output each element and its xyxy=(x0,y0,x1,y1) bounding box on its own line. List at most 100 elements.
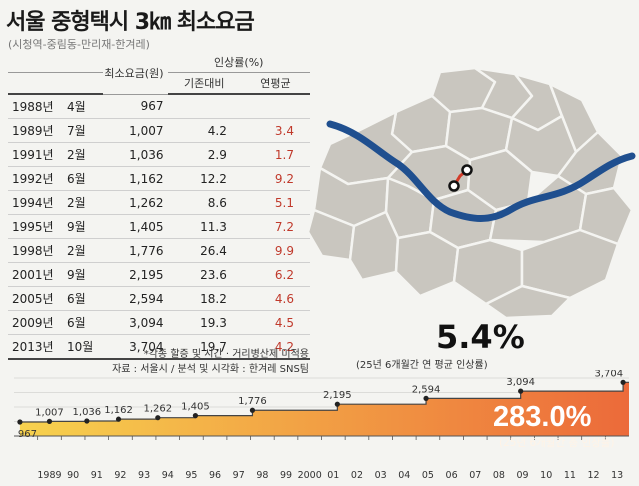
total-increase-caption: (25년 6개월간 총 인상률) xyxy=(499,437,615,449)
row-annual-rate xyxy=(240,94,310,119)
fare-point xyxy=(155,415,161,421)
col-header-annual: 연평균 xyxy=(240,72,310,95)
x-tick-label: 06 xyxy=(446,470,458,481)
x-tick-label: 91 xyxy=(91,470,103,481)
fare-point xyxy=(334,401,340,407)
row-month: 4월 xyxy=(67,94,103,119)
row-annual-rate: 6.2 xyxy=(240,262,310,287)
fare-point xyxy=(620,379,626,385)
row-fare: 2,594 xyxy=(102,286,168,311)
fare-point xyxy=(518,388,524,394)
row-base-rate: 12.2 xyxy=(167,166,241,191)
row-fare: 2,195 xyxy=(102,262,168,287)
col-header-fare: 최소요금(원) xyxy=(102,52,168,95)
x-tick-label: 97 xyxy=(233,470,245,481)
route-subtitle: (시청역-중림동-만리재-한겨레) xyxy=(8,38,150,51)
row-year: 1989년 xyxy=(8,118,68,143)
x-tick-label: 99 xyxy=(280,470,292,481)
fare-point xyxy=(84,418,90,424)
fare-point-label: 2,594 xyxy=(412,384,441,395)
route-end-marker xyxy=(448,180,460,192)
row-annual-rate: 4.6 xyxy=(240,286,310,311)
x-tick-label: 98 xyxy=(256,470,268,481)
fare-row: 1998년 2월 1,776 26.4 9.9 xyxy=(8,238,310,263)
row-annual-rate: 4.2 xyxy=(240,334,310,360)
x-tick-label: 90 xyxy=(67,470,79,481)
x-tick-label: 13 xyxy=(611,470,623,481)
row-annual-rate: 5.1 xyxy=(240,190,310,215)
note-source: 자료 : 서울시 / 분석 및 시각화 : 한겨레 SNS팀 xyxy=(112,364,309,375)
fare-point xyxy=(249,407,256,413)
fare-point xyxy=(17,419,23,425)
fare-point xyxy=(46,418,53,424)
row-year: 2001년 xyxy=(8,262,68,287)
row-base-rate: 18.2 xyxy=(167,286,241,311)
row-annual-rate: 9.9 xyxy=(240,238,310,263)
seoul-districts xyxy=(306,66,634,320)
fare-table: 최소요금(원) 인상률(%) 기존대비 연평균 1988년 4월 967 1989년 7… xyxy=(8,52,310,360)
fare-point xyxy=(115,416,122,422)
row-month: 6월 xyxy=(67,310,103,335)
row-year: 1991년 xyxy=(8,142,68,167)
row-year: 1995년 xyxy=(8,214,68,239)
row-year: 1992년 xyxy=(8,166,68,191)
row-fare: 1,776 xyxy=(102,238,168,263)
fare-row: 2009년 6월 3,094 19.3 4.5 xyxy=(8,310,310,335)
fare-row: 1994년 2월 1,262 8.6 5.1 xyxy=(8,190,310,215)
row-month: 9월 xyxy=(67,214,103,239)
row-fare: 1,036 xyxy=(102,142,168,167)
x-tick-label: 11 xyxy=(564,470,576,481)
annual-average-caption: (25년 6개월간 연 평균 인상률) xyxy=(356,360,488,371)
x-tick-label: 07 xyxy=(469,470,481,481)
row-annual-rate: 4.5 xyxy=(240,310,310,335)
x-tick-label: 10 xyxy=(540,470,552,481)
x-tick-label: 02 xyxy=(351,470,363,481)
row-annual-rate: 1.7 xyxy=(240,142,310,167)
row-base-rate: 23.6 xyxy=(167,262,241,287)
row-base-rate: 19.7 xyxy=(167,334,241,360)
fare-point xyxy=(192,413,199,419)
row-base-rate: 19.3 xyxy=(167,310,241,335)
fare-row: 2013년 10월 3,704 19.7 4.2 xyxy=(8,334,310,360)
fare-row: 2001년 9월 2,195 23.6 6.2 xyxy=(8,262,310,287)
x-axis-ticks: 1989 90 91 92 93 94 95 96 97 98 99 2000 01 02 03 04 05 06… xyxy=(37,436,623,481)
row-year: 1988년 xyxy=(8,94,68,119)
fare-point-label: 3,094 xyxy=(506,377,535,388)
fare-row: 2005년 6월 2,594 18.2 4.6 xyxy=(8,286,310,311)
fare-point-label: 1,007 xyxy=(35,407,64,418)
col-header-base: 기존대비 xyxy=(167,72,241,95)
x-tick-label: 95 xyxy=(185,470,197,481)
han-river xyxy=(326,120,636,222)
row-annual-rate: 3.4 xyxy=(240,118,310,143)
fare-row: 1988년 4월 967 xyxy=(8,94,310,119)
row-base-rate: 4.2 xyxy=(167,118,241,143)
row-fare: 1,262 xyxy=(102,190,168,215)
row-month: 2월 xyxy=(67,238,103,263)
fare-row: 1991년 2월 1,036 2.9 1.7 xyxy=(8,142,310,167)
x-tick-label: 1989 xyxy=(37,470,61,481)
seoul-map xyxy=(306,66,636,320)
row-fare: 1,162 xyxy=(102,166,168,191)
x-tick-label: 92 xyxy=(114,470,126,481)
row-month: 6월 xyxy=(67,166,103,191)
fare-points: 967 1,007 1,036 1,162 1,262 1,405 1,776 2,195 2,… xyxy=(17,370,626,440)
fare-table-body: 1988년 4월 967 1989년 7월 1,007 4.2 3.4 1991년 2월 1,036… xyxy=(8,94,310,360)
row-base-rate: 8.6 xyxy=(167,190,241,215)
x-tick-label: 93 xyxy=(138,470,150,481)
x-tick-label: 04 xyxy=(398,470,410,481)
annual-average-rate: 5.4% xyxy=(436,318,525,356)
fare-row: 1989년 7월 1,007 4.2 3.4 xyxy=(8,118,310,143)
fare-point-label: 1,036 xyxy=(73,407,102,418)
row-fare: 3,094 xyxy=(102,310,168,335)
row-annual-rate: 7.2 xyxy=(240,214,310,239)
row-fare: 3,704 xyxy=(102,334,168,360)
row-annual-rate: 9.2 xyxy=(240,166,310,191)
row-fare: 1,405 xyxy=(102,214,168,239)
fare-point xyxy=(423,395,429,401)
fare-point-label: 1,162 xyxy=(104,405,133,416)
x-tick-label: 05 xyxy=(422,470,434,481)
note-surcharge: *각종 할증 및 시간 · 거리병산제 미적용 xyxy=(143,349,309,360)
row-fare: 967 xyxy=(102,94,168,119)
fare-point-label: 1,776 xyxy=(238,396,267,407)
fare-point-label: 2,195 xyxy=(323,390,352,401)
